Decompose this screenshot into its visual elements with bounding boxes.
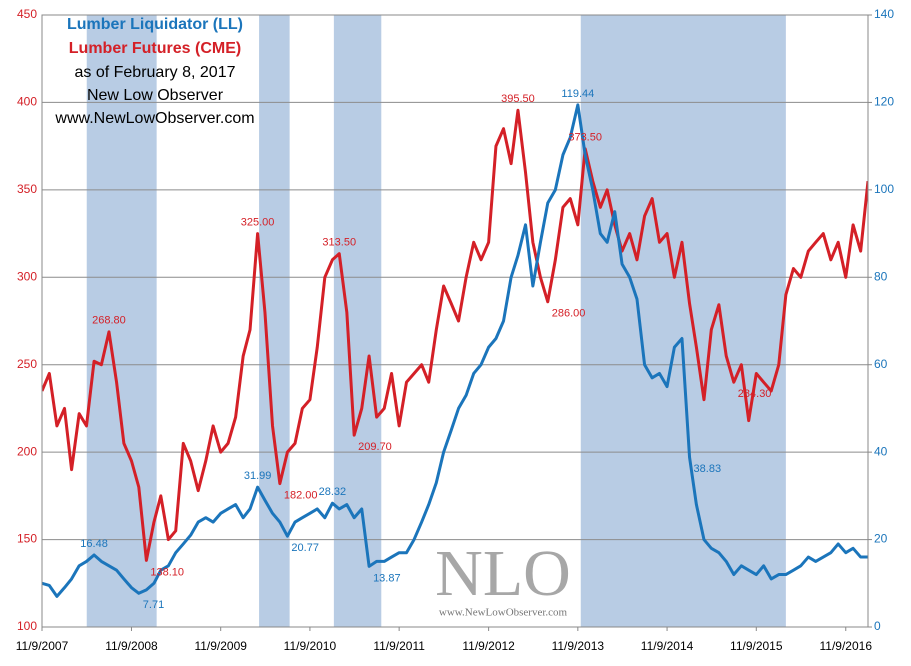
x-tick-label: 11/9/2014	[641, 639, 694, 653]
y2-tick-label: 40	[874, 444, 888, 458]
legend: Lumber Liquidator (LL) Lumber Futures (C…	[54, 16, 254, 127]
lines	[42, 103, 868, 598]
y-tick-label: 200	[17, 444, 37, 458]
y2-tick-label: 80	[874, 269, 888, 283]
watermark-logo: NLO	[435, 537, 571, 610]
x-tick-label: 11/9/2016	[820, 639, 873, 653]
data-label: 325.00	[241, 216, 275, 228]
subtitle: New Low Observer	[87, 87, 224, 104]
data-label: 31.99	[244, 470, 272, 482]
x-tick-label: 11/9/2010	[284, 639, 337, 653]
shaded-regions	[86, 15, 786, 627]
subtitle: www.NewLowObserver.com	[54, 110, 254, 127]
x-tick-label: 11/9/2009	[194, 639, 247, 653]
y-tick-label: 350	[17, 182, 37, 196]
data-label: 284.30	[738, 388, 772, 400]
data-label: 395.50	[501, 93, 535, 105]
x-tick-label: 11/9/2015	[730, 639, 783, 653]
y2-tick-label: 120	[874, 95, 894, 109]
y2-tick-label: 100	[874, 182, 894, 196]
data-label: 182.00	[284, 490, 318, 502]
data-label: 7.71	[143, 599, 164, 611]
y2-tick-label: 20	[874, 532, 888, 546]
x-tick-label: 11/9/2007	[16, 639, 69, 653]
y-tick-label: 450	[17, 7, 37, 21]
watermark-url: www.NewLowObserver.com	[439, 607, 568, 619]
data-label: 13.87	[373, 572, 401, 584]
subtitle: as of February 8, 2017	[75, 64, 236, 81]
plot-frame	[41, 14, 869, 628]
data-label: 20.77	[291, 542, 319, 554]
shaded-range	[259, 15, 290, 627]
data-label: 373.50	[568, 132, 602, 144]
y-tick-label: 250	[17, 357, 37, 371]
shaded-range	[333, 15, 382, 627]
watermark: NLO www.NewLowObserver.com	[435, 537, 571, 618]
data-label: 16.48	[80, 538, 108, 550]
legend-entry: Lumber Futures (CME)	[69, 40, 241, 57]
data-label: 38.83	[694, 463, 722, 475]
axes: 100 150 200 250 300 350 400 450 0 20 40 60 80 100 120 1…	[16, 7, 895, 653]
series-line	[42, 103, 868, 598]
data-label: 138.10	[150, 566, 184, 578]
data-label: 119.44	[561, 88, 594, 100]
series-line	[42, 108, 868, 562]
legend-entry: Lumber Liquidator (LL)	[67, 16, 243, 33]
data-label: 313.50	[322, 237, 356, 249]
y-tick-label: 400	[17, 95, 37, 109]
x-tick-label: 11/9/2013	[552, 639, 605, 653]
data-labels: 268.80 138.10 325.00 182.00 313.50 209.70 395.…	[80, 88, 771, 611]
x-tick-label: 11/9/2008	[105, 639, 158, 653]
x-tick-label: 11/9/2012	[462, 639, 515, 653]
y-tick-label: 150	[17, 532, 37, 546]
y2-tick-label: 140	[874, 7, 894, 21]
data-label: 268.80	[92, 315, 126, 327]
x-tick-label: 11/9/2011	[373, 639, 425, 653]
y-tick-label: 100	[17, 619, 37, 633]
y2-tick-label: 60	[874, 357, 888, 371]
data-label: 209.70	[358, 441, 392, 453]
data-label: 286.00	[552, 308, 586, 320]
shaded-range	[86, 15, 157, 627]
shaded-range	[580, 15, 786, 627]
y-tick-label: 300	[17, 269, 37, 283]
data-label: 28.32	[319, 486, 347, 498]
y2-tick-label: 0	[874, 619, 881, 633]
